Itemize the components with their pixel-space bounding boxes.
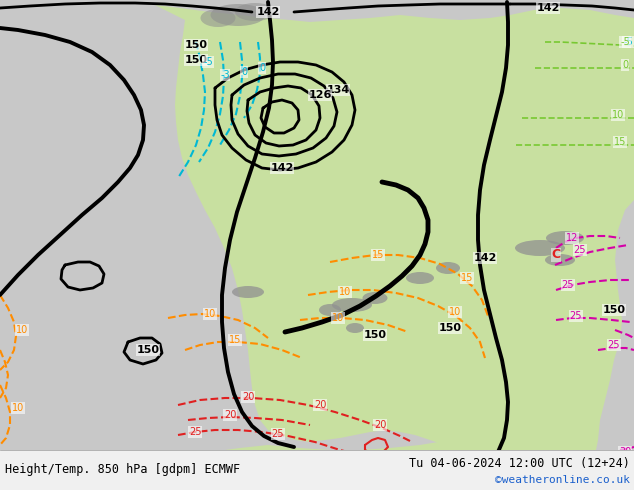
Text: 150: 150 — [439, 323, 462, 333]
Text: -3: -3 — [220, 70, 230, 80]
Text: C: C — [552, 248, 560, 262]
Text: -5: -5 — [620, 37, 630, 47]
Ellipse shape — [515, 240, 565, 256]
Text: Height/Temp. 850 hPa [gdpm] ECMWF: Height/Temp. 850 hPa [gdpm] ECMWF — [5, 464, 240, 476]
Text: 0: 0 — [259, 63, 265, 73]
Polygon shape — [0, 95, 212, 460]
Text: -5: -5 — [623, 37, 633, 47]
Text: 20: 20 — [374, 420, 386, 430]
Text: 142: 142 — [536, 3, 560, 13]
Text: 126: 126 — [308, 90, 332, 100]
Text: 142: 142 — [474, 253, 496, 263]
Text: 10: 10 — [204, 309, 216, 319]
Text: 10: 10 — [449, 307, 461, 317]
Text: 15: 15 — [614, 137, 626, 147]
Polygon shape — [0, 450, 634, 490]
Ellipse shape — [346, 323, 364, 333]
Text: 25: 25 — [272, 429, 284, 439]
Text: 12: 12 — [566, 233, 578, 243]
Ellipse shape — [436, 262, 460, 274]
Text: 134: 134 — [327, 85, 349, 95]
Text: 150: 150 — [136, 345, 160, 355]
Ellipse shape — [235, 3, 275, 21]
Text: 0: 0 — [241, 67, 247, 77]
Text: 15: 15 — [229, 335, 241, 345]
Polygon shape — [0, 430, 634, 490]
Text: ©weatheronline.co.uk: ©weatheronline.co.uk — [495, 475, 630, 485]
Polygon shape — [540, 18, 634, 200]
Ellipse shape — [319, 304, 341, 316]
Ellipse shape — [546, 231, 584, 245]
Text: 142: 142 — [256, 7, 280, 17]
Text: 20: 20 — [242, 392, 254, 402]
Text: 25: 25 — [608, 340, 620, 350]
Text: 15: 15 — [372, 250, 384, 260]
Ellipse shape — [232, 286, 264, 298]
Text: 20: 20 — [314, 400, 326, 410]
Ellipse shape — [332, 298, 372, 312]
Polygon shape — [0, 0, 634, 450]
Text: 142: 142 — [270, 163, 294, 173]
Ellipse shape — [210, 4, 266, 26]
Text: 0: 0 — [622, 60, 628, 70]
Text: 10: 10 — [12, 403, 24, 413]
Text: 25: 25 — [562, 280, 574, 290]
Text: 25: 25 — [570, 311, 582, 321]
Text: 10: 10 — [16, 325, 28, 335]
Text: 150: 150 — [184, 55, 207, 65]
Text: 10: 10 — [339, 287, 351, 297]
Text: 25: 25 — [574, 245, 586, 255]
Ellipse shape — [406, 272, 434, 284]
Text: 150: 150 — [184, 40, 207, 50]
Text: 30: 30 — [619, 447, 631, 457]
Text: 150: 150 — [602, 305, 626, 315]
Text: 10: 10 — [332, 313, 344, 323]
Text: 20: 20 — [224, 410, 236, 420]
Text: 15: 15 — [461, 273, 473, 283]
Polygon shape — [155, 5, 634, 462]
Text: 150: 150 — [363, 330, 387, 340]
Text: 25: 25 — [189, 427, 201, 437]
Text: Tu 04-06-2024 12:00 UTC (12+24): Tu 04-06-2024 12:00 UTC (12+24) — [409, 458, 630, 470]
Text: -5: -5 — [203, 57, 213, 67]
Ellipse shape — [200, 9, 235, 27]
Ellipse shape — [545, 254, 575, 266]
Text: 10: 10 — [612, 110, 624, 120]
Ellipse shape — [363, 292, 387, 304]
